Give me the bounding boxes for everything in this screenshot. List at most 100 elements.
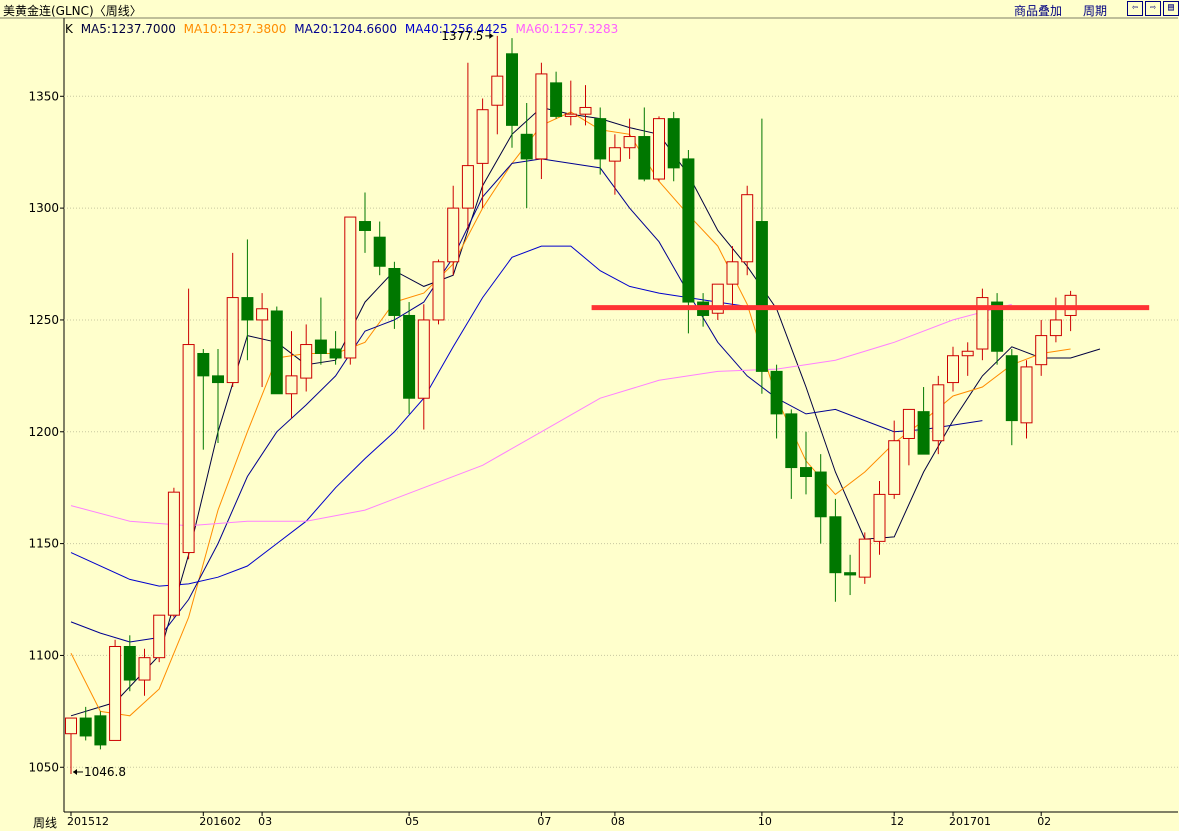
x-tick-label: 02	[1037, 815, 1051, 828]
candle-body	[653, 118, 665, 180]
candle-body	[241, 297, 254, 321]
x-tick-label: 12	[890, 815, 904, 828]
candle-body	[961, 350, 974, 357]
ma5-label: MA5:1237.7000	[80, 22, 176, 36]
candle-body	[785, 413, 798, 469]
candle-body	[476, 109, 489, 164]
k-label: K	[65, 22, 73, 36]
x-axis-name: 周线	[33, 816, 58, 830]
candle-body	[623, 136, 636, 149]
grid-lines	[0, 17, 1178, 813]
candle-body	[888, 440, 901, 495]
y-tick-label: 1350	[28, 89, 59, 103]
candle-body	[902, 408, 915, 439]
candle-body	[535, 73, 548, 160]
ma5-line	[70, 106, 1101, 717]
candle-body	[300, 344, 313, 379]
x-tick-label: 05	[405, 815, 419, 828]
candle-body	[403, 314, 416, 399]
y-axis: 1050 1100 1150 1200 1250 1300 1350	[28, 89, 64, 774]
candle-body	[873, 493, 886, 542]
candle-body	[359, 221, 371, 231]
candle-body	[991, 301, 1004, 352]
candle-body	[858, 538, 871, 578]
candle-body	[270, 310, 283, 395]
candle-body	[711, 283, 724, 314]
candle-body	[741, 194, 754, 263]
x-tick-label: 10	[758, 815, 772, 828]
candle-body	[373, 236, 386, 267]
candle-body	[417, 319, 430, 399]
candles	[65, 35, 1077, 774]
candle-body	[976, 297, 989, 350]
candle-body	[608, 147, 621, 162]
candle-body	[79, 717, 92, 737]
annotations: 1377.5 1046.8	[73, 29, 1150, 779]
x-tick-label: 07	[537, 815, 551, 828]
top-bar: 美黄金连(GLNC)〈周线〉 商品叠加 周期 ⇦ ⇨ ▤	[0, 0, 1179, 18]
ma60-label: MA60:1257.3283	[515, 22, 619, 36]
high-label: 1377.5	[441, 29, 483, 43]
nav-buttons: ⇦ ⇨ ▤	[1127, 1, 1179, 16]
candle-body	[506, 53, 518, 126]
candle-body	[94, 715, 107, 746]
x-axis: 2015122016020305070810122017010204	[67, 812, 1051, 828]
commodity-overlay-button[interactable]: 商品叠加	[1014, 4, 1063, 18]
candle-body	[638, 136, 651, 180]
candle-body	[109, 645, 122, 741]
candle-body	[550, 82, 563, 117]
candle-body	[800, 467, 812, 478]
arrow-right-icon[interactable]: ⇨	[1145, 1, 1161, 16]
ma20-label: MA20:1204.6600	[294, 22, 398, 36]
candle-body	[917, 411, 930, 455]
candle-body	[285, 375, 298, 395]
candle-body	[461, 165, 474, 209]
candle-body	[123, 645, 136, 681]
candle-body	[844, 572, 857, 576]
x-tick-label: 03	[258, 815, 272, 828]
arrow-left-icon[interactable]: ⇦	[1127, 1, 1143, 16]
y-tick-label: 1050	[28, 760, 59, 774]
candle-body	[329, 348, 342, 359]
candle-body	[682, 158, 695, 303]
ma40-label: MA40:1256.4425	[404, 22, 508, 36]
candle-body	[153, 614, 166, 659]
y-tick-label: 1300	[28, 201, 59, 215]
y-tick-label: 1100	[28, 648, 59, 662]
candle-body	[770, 370, 783, 415]
ma20-line	[70, 158, 983, 643]
candle-body	[256, 308, 269, 321]
candle-body	[667, 118, 680, 169]
candle-body	[829, 516, 842, 574]
ma40-line	[70, 245, 777, 587]
x-tick-label: 201512	[67, 815, 109, 828]
candle-body	[65, 717, 77, 735]
x-tick-label: 08	[611, 815, 625, 828]
x-tick-label: 201701	[949, 815, 991, 828]
candle-body	[447, 207, 460, 263]
candle-body	[1049, 319, 1062, 337]
candle-body	[167, 491, 180, 616]
period-button[interactable]: 周期	[1083, 4, 1108, 18]
candle-body	[197, 352, 210, 377]
ma10-label: MA10:1237.3800	[183, 22, 287, 36]
candle-body	[344, 216, 357, 359]
high-arrow-head	[489, 32, 494, 39]
candle-body	[594, 118, 607, 160]
candle-body	[564, 113, 577, 117]
candle-body	[432, 261, 445, 321]
candle-body	[755, 221, 768, 372]
candle-body	[388, 268, 401, 316]
candle-body	[726, 261, 739, 285]
candle-body	[932, 384, 945, 442]
candle-body	[1005, 355, 1018, 422]
candle-body	[491, 75, 504, 106]
candle-body	[138, 657, 151, 681]
candle-body	[1020, 366, 1033, 424]
candle-body	[226, 297, 239, 384]
candle-body	[520, 133, 533, 160]
y-tick-label: 1150	[28, 537, 59, 551]
y-tick-label: 1250	[28, 313, 59, 327]
x-tick-label: 201602	[199, 815, 241, 828]
